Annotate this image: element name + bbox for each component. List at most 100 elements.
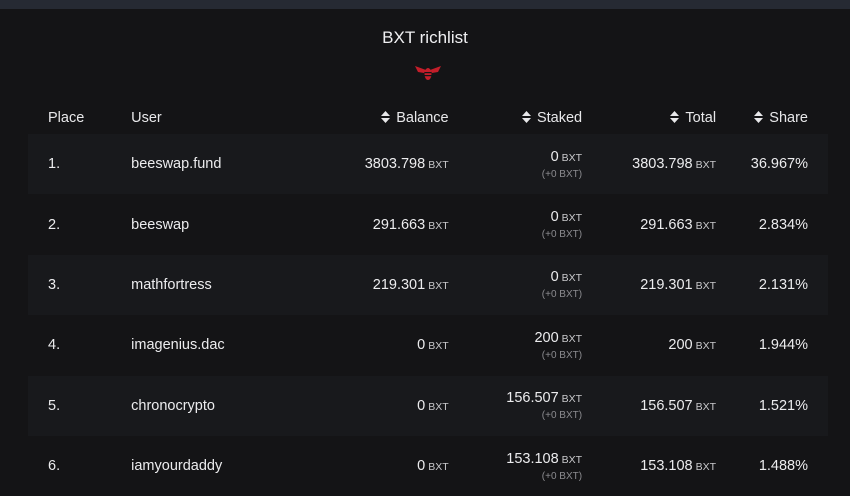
unit-label: BXT (561, 453, 583, 466)
cell-staked: 156.507 BXT (+0 BXT) (448, 375, 583, 436)
cell-share: 1.944% (758, 337, 808, 354)
cell-user[interactable]: beeswap.fund (131, 134, 278, 195)
balance-value: 0 (417, 337, 426, 354)
cell-staked: 0 BXT (+0 BXT) (449, 194, 582, 254)
unit-label: BXT (695, 461, 717, 474)
cell-share: 1.488% (758, 458, 808, 475)
staked-pending: (+0 BXT) (541, 470, 583, 482)
cell-balance: 219.301 BXT (277, 254, 449, 316)
staked-pending: (+0 BXT) (541, 168, 583, 180)
sort-icon (670, 111, 680, 123)
total-value: 156.507 (640, 397, 693, 414)
cell-place: 1. (28, 134, 132, 195)
header-staked[interactable]: Staked (449, 102, 582, 134)
cell-user[interactable]: chronocrypto (131, 375, 278, 436)
unit-label: BXT (428, 159, 449, 172)
unit-label: BXT (428, 340, 449, 353)
cell-staked: 153.108 BXT (+0 BXT) (449, 436, 582, 496)
header-balance-label: Balance (396, 110, 449, 126)
unit-label: BXT (561, 212, 583, 225)
table-row: 1. beeswap.fund 3803.798 BXT 0 BXT (+0 BXT) 380… (28, 134, 828, 195)
unit-label: BXT (695, 400, 717, 413)
cell-staked: 0 BXT (+0 BXT) (448, 254, 583, 316)
page-title: BXT richlist (382, 28, 468, 47)
unit-label: BXT (695, 279, 717, 292)
richlist-table: Place User Balance Staked Total Share 1.… (28, 102, 828, 496)
unit-label: BXT (561, 151, 583, 164)
table-row: 6. iamyourdaddy 0 BXT 153.108 BXT (+0 BXT) 153.… (28, 436, 828, 496)
staked-value: 0 (550, 148, 559, 165)
cell-user[interactable]: mathfortress (131, 254, 278, 316)
balance-value: 291.663 (372, 216, 426, 233)
unit-label: BXT (561, 393, 583, 406)
cell-share: 1.521% (716, 375, 828, 436)
balance-value: 219.301 (372, 276, 426, 293)
header-share-label: Share (769, 110, 808, 126)
staked-value: 0 (550, 209, 559, 226)
staked-value: 153.108 (506, 450, 559, 467)
staked-pending: (+0 BXT) (541, 410, 583, 422)
table-row: 2. beeswap 291.663 BXT 0 BXT (+0 BXT) 291.663 BX… (28, 194, 828, 254)
cell-place: 4. (48, 337, 61, 354)
cell-balance: 0 BXT (278, 436, 449, 496)
total-value: 153.108 (640, 458, 693, 475)
staked-pending: (+0 BXT) (541, 349, 583, 361)
balance-value: 0 (417, 397, 426, 414)
cell-place: 2. (48, 216, 61, 233)
balance-value: 3803.798 (364, 156, 426, 173)
table-row: 5. chronocrypto 0 BXT 156.507 BXT (+0 BXT) 156.… (28, 375, 828, 436)
total-value: 219.301 (640, 276, 693, 293)
cell-staked: 0 BXT (+0 BXT) (448, 134, 583, 195)
cell-total: 200 BXT (582, 315, 716, 375)
header-staked-label: Staked (536, 110, 583, 126)
cell-balance: 3803.798 BXT (277, 134, 449, 195)
header-total-label: Total (685, 110, 717, 126)
total-value: 3803.798 (632, 156, 693, 173)
cell-user[interactable]: imagenius.dac (131, 337, 225, 354)
unit-label: BXT (695, 159, 717, 172)
header-share[interactable]: Share (716, 102, 828, 134)
cell-share: 2.834% (758, 216, 808, 233)
staked-value: 200 (534, 329, 559, 346)
unit-label: BXT (428, 219, 449, 232)
unit-label: BXT (428, 400, 449, 413)
unit-label: BXT (695, 219, 717, 232)
sort-icon (521, 111, 531, 123)
total-value: 200 (668, 337, 693, 354)
cell-total: 219.301 BXT (582, 254, 717, 316)
cell-staked: 200 BXT (+0 BXT) (449, 315, 582, 375)
unit-label: BXT (695, 340, 717, 353)
top-nav-bar (0, 0, 850, 9)
staked-pending: (+0 BXT) (541, 229, 583, 241)
cell-user[interactable]: iamyourdaddy (131, 458, 223, 475)
staked-value: 156.507 (506, 390, 559, 407)
sort-icon (754, 111, 764, 123)
bee-logo-icon (415, 66, 441, 80)
unit-label: BXT (428, 279, 449, 292)
cell-share: 2.131% (716, 254, 828, 316)
cell-balance: 0 BXT (278, 315, 449, 375)
cell-total: 153.108 BXT (582, 436, 716, 496)
table-row: 4. imagenius.dac 0 BXT 200 BXT (+0 BXT) 200 BXT 1… (28, 315, 828, 375)
sort-icon (381, 111, 391, 123)
total-value: 291.663 (640, 216, 693, 233)
cell-user[interactable]: beeswap (131, 216, 190, 233)
unit-label: BXT (561, 332, 583, 345)
staked-pending: (+0 BXT) (541, 289, 583, 301)
header-total[interactable]: Total (582, 102, 716, 134)
cell-place: 6. (48, 458, 61, 475)
header-balance[interactable]: Balance (278, 102, 449, 134)
cell-total: 291.663 BXT (582, 194, 716, 254)
cell-place: 3. (28, 254, 132, 316)
cell-total: 3803.798 BXT (582, 134, 717, 195)
unit-label: BXT (561, 272, 583, 285)
cell-balance: 291.663 BXT (278, 194, 449, 254)
cell-share: 36.967% (716, 134, 828, 195)
cell-place: 5. (28, 375, 132, 436)
header-user: User (131, 110, 162, 126)
cell-total: 156.507 BXT (582, 375, 717, 436)
staked-value: 0 (550, 269, 559, 286)
cell-balance: 0 BXT (277, 375, 449, 436)
header-place: Place (48, 110, 85, 126)
table-header-row: Place User Balance Staked Total Share (28, 102, 828, 134)
